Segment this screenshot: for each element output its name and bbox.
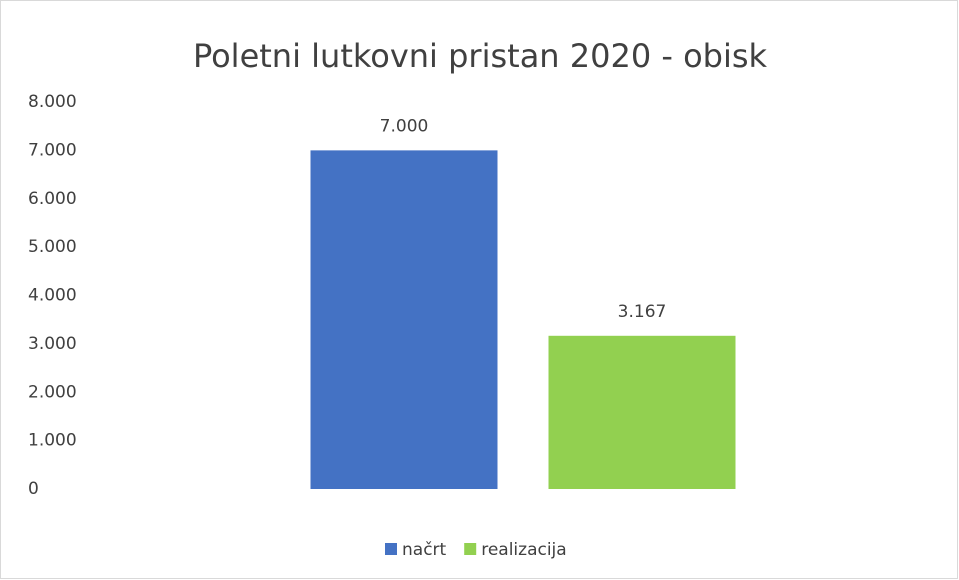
y-tick-label: 3.000 bbox=[28, 334, 77, 354]
y-tick-label: 8.000 bbox=[28, 92, 77, 112]
legend-swatch bbox=[464, 543, 477, 555]
y-tick-label: 4.000 bbox=[28, 286, 77, 306]
legend-label: načrt bbox=[402, 540, 447, 560]
y-tick-label: 1.000 bbox=[28, 431, 77, 451]
data-label: 3.167 bbox=[618, 302, 667, 322]
bar bbox=[548, 335, 736, 489]
y-tick-label: 5.000 bbox=[28, 237, 77, 257]
legend-swatch bbox=[385, 543, 397, 555]
data-label: 7.000 bbox=[380, 116, 429, 136]
y-tick-label: 7.000 bbox=[28, 140, 77, 160]
y-tick-label: 2.000 bbox=[28, 382, 77, 402]
bar bbox=[310, 150, 498, 489]
y-tick-label: 6.000 bbox=[28, 189, 77, 209]
legend-label: realizacija bbox=[481, 540, 567, 560]
chart-title: Poletni lutkovni pristan 2020 - obisk bbox=[193, 37, 768, 75]
y-tick-label: 0 bbox=[28, 479, 39, 499]
